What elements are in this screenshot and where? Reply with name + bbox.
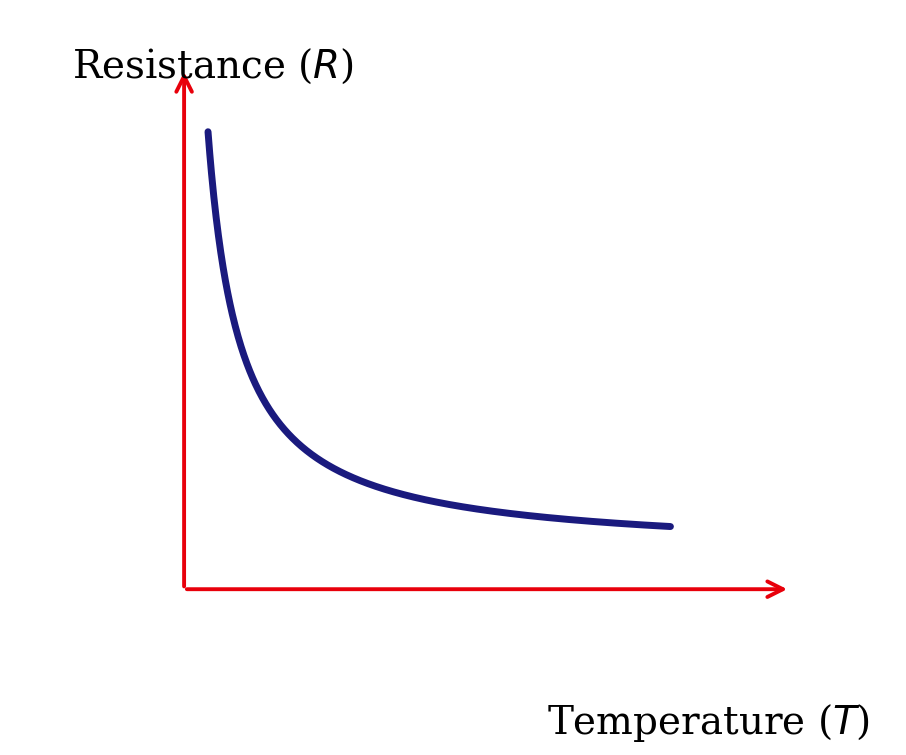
Text: Resistance ($\mathit{R}$): Resistance ($\mathit{R}$) (72, 47, 354, 86)
Text: Temperature ($\mathit{T}$): Temperature ($\mathit{T}$) (546, 702, 870, 744)
